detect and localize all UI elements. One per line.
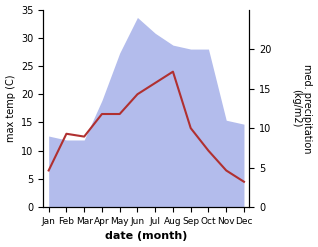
X-axis label: date (month): date (month) bbox=[105, 231, 188, 242]
Y-axis label: max temp (C): max temp (C) bbox=[5, 75, 16, 142]
Y-axis label: med. precipitation
(kg/m2): med. precipitation (kg/m2) bbox=[291, 64, 313, 153]
